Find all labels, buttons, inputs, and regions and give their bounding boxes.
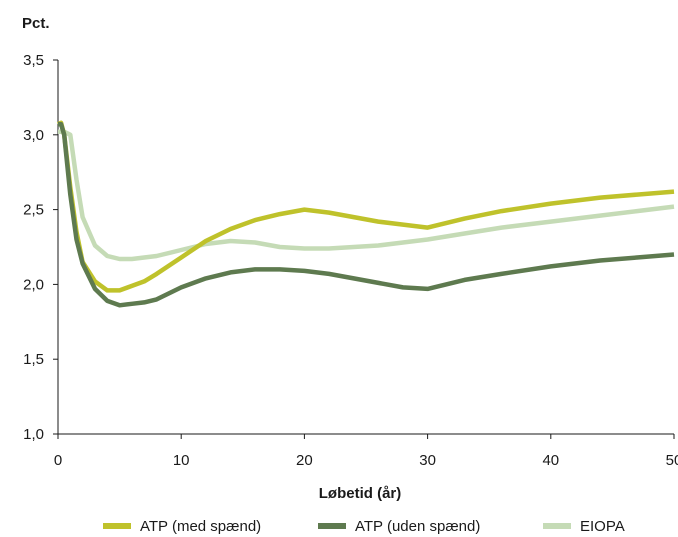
plot-area <box>57 120 675 308</box>
legend-swatch-1 <box>318 523 346 529</box>
y-axis-unit-label: Pct. <box>22 15 50 32</box>
legend-swatch-0 <box>103 523 131 529</box>
legend-swatch-2 <box>543 523 571 529</box>
y-tick-label: 3,5 <box>23 52 44 69</box>
x-tick-label: 20 <box>296 452 313 469</box>
legend-label-1: ATP (uden spænd) <box>355 518 480 535</box>
y-tick-label: 2,5 <box>23 202 44 219</box>
legend-label-2: EIOPA <box>580 518 625 535</box>
series-line-1 <box>58 122 675 308</box>
x-tick-labels: 0 10 20 30 40 50 <box>54 434 678 469</box>
y-tick-label: 2,0 <box>23 276 44 293</box>
y-tick-labels: 1,0 1,5 2,0 2,5 3,0 3,5 <box>23 52 58 443</box>
x-tick-label: 10 <box>173 452 190 469</box>
series-line-2 <box>58 129 675 262</box>
y-tick-label: 3,0 <box>23 127 44 144</box>
y-tick-label: 1,5 <box>23 351 44 368</box>
legend: ATP (med spænd) ATP (uden spænd) EIOPA <box>103 518 625 535</box>
series-line-0 <box>57 120 675 293</box>
x-axis-label: Løbetid (år) <box>319 485 402 502</box>
y-tick-label: 1,0 <box>23 426 44 443</box>
x-tick-label: 40 <box>542 452 559 469</box>
legend-label-0: ATP (med spænd) <box>140 518 261 535</box>
x-tick-label: 30 <box>419 452 436 469</box>
x-tick-label: 0 <box>54 452 62 469</box>
x-tick-label: 50 <box>666 452 678 469</box>
